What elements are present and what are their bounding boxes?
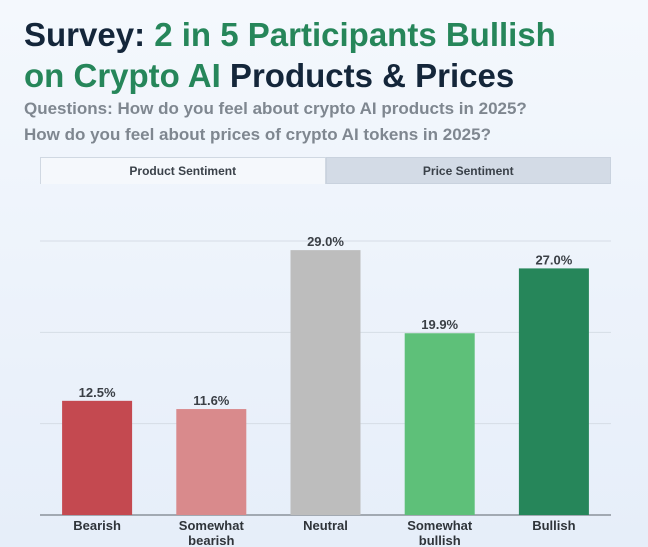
category-label: Bullish xyxy=(532,518,575,533)
category-label: Bearish xyxy=(73,518,121,533)
title-highlight-2: on Crypto AI xyxy=(24,57,221,94)
category-label: Somewhat xyxy=(407,518,473,533)
bar xyxy=(62,400,133,515)
data-label: 29.0% xyxy=(307,234,344,249)
data-label: 27.0% xyxy=(535,252,572,267)
tab-product-sentiment[interactable]: Product Sentiment xyxy=(40,157,326,184)
data-label: 19.9% xyxy=(421,317,458,332)
question-1: Questions: How do you feel about crypto … xyxy=(24,99,527,118)
data-label: 11.6% xyxy=(193,393,230,408)
data-label: 12.5% xyxy=(79,385,116,400)
bar xyxy=(176,409,247,515)
title-survey: Survey: xyxy=(24,16,155,53)
chart-title: Survey: 2 in 5 Participants Bullish on Cr… xyxy=(24,14,634,96)
bar xyxy=(404,333,475,515)
bar xyxy=(290,250,361,515)
category-label: bearish xyxy=(188,533,234,547)
category-label: bullish xyxy=(419,533,461,547)
category-label: Somewhat xyxy=(179,518,245,533)
bar xyxy=(518,268,589,515)
title-rest: Products & Prices xyxy=(220,57,515,94)
tab-bar: Product Sentiment Price Sentiment xyxy=(40,157,611,184)
question-2: How do you feel about prices of crypto A… xyxy=(24,125,491,144)
bar-chart: 12.5%Bearish11.6%Somewhatbearish29.0%Neu… xyxy=(40,234,611,547)
title-highlight-1: 2 in 5 Participants Bullish xyxy=(154,16,556,53)
category-label: Neutral xyxy=(303,518,348,533)
tab-price-sentiment[interactable]: Price Sentiment xyxy=(325,157,611,184)
